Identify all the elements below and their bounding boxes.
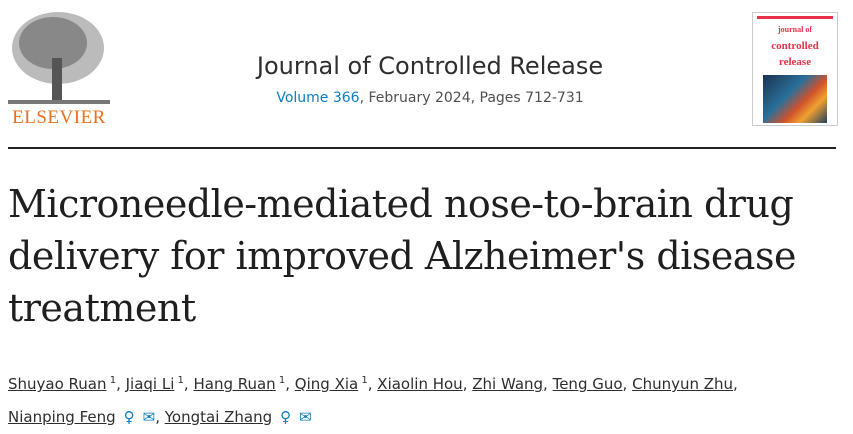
author-link[interactable]: Yongtai Zhang <box>164 408 273 426</box>
cover-text: controlled <box>771 40 819 52</box>
cover-text: journal of <box>778 25 812 34</box>
volume-info: Volume 366, February 2024, Pages 712-731 <box>180 90 680 106</box>
envelope-icon[interactable]: ✉ <box>299 408 312 426</box>
author: Teng Guo <box>553 375 623 393</box>
author-link[interactable]: Zhi Wang <box>472 375 544 393</box>
journal-title-link[interactable]: Journal of Controlled Release <box>256 52 604 80</box>
volume-link[interactable]: Volume 366 <box>276 90 360 106</box>
person-icon[interactable]: ♀ <box>280 408 292 426</box>
cover-text: release <box>778 56 812 68</box>
author: Chunyun Zhu <box>632 375 733 393</box>
author-link[interactable]: Nianping Feng <box>8 408 116 426</box>
author-link[interactable]: Chunyun Zhu <box>632 375 734 393</box>
author-link[interactable]: Hang Ruan <box>193 375 276 393</box>
author-list: Shuyao Ruan 1, Jiaqi Li 1, Hang Ruan 1, … <box>8 375 738 426</box>
author-link[interactable]: Teng Guo <box>552 375 623 393</box>
author: Xiaolin Hou <box>377 375 462 393</box>
elsevier-wordmark: ELSEVIER <box>12 107 106 128</box>
author-link[interactable]: Shuyao Ruan <box>8 375 107 393</box>
article-title: Microneedle-mediated nose-to-brain drug … <box>8 182 796 330</box>
author: Nianping Feng ♀ ✉ <box>8 408 155 426</box>
journal-cover-image[interactable]: journal of controlled release <box>752 12 838 126</box>
author: Hang Ruan 1 <box>193 375 285 393</box>
affiliation-marker[interactable]: 1 <box>358 375 368 386</box>
author: Zhi Wang <box>472 375 543 393</box>
divider <box>8 147 836 149</box>
author-link[interactable]: Qing Xia <box>294 375 359 393</box>
affiliation-marker[interactable]: 1 <box>106 375 117 386</box>
author: Shuyao Ruan 1 <box>8 375 116 393</box>
author: Qing Xia 1 <box>295 375 368 393</box>
elsevier-tree-logo[interactable] <box>8 8 110 130</box>
issue-info: , February 2024, Pages 712-731 <box>359 90 584 106</box>
author-link[interactable]: Xiaolin Hou <box>377 375 463 393</box>
envelope-icon[interactable]: ✉ <box>142 408 156 426</box>
author: Jiaqi Li 1 <box>126 375 184 393</box>
person-icon[interactable]: ♀ <box>123 408 135 426</box>
author: Yongtai Zhang ♀ ✉ <box>165 408 312 426</box>
author-link[interactable]: Jiaqi Li <box>125 375 175 393</box>
affiliation-marker[interactable]: 1 <box>275 375 286 386</box>
affiliation-marker[interactable]: 1 <box>174 375 184 386</box>
